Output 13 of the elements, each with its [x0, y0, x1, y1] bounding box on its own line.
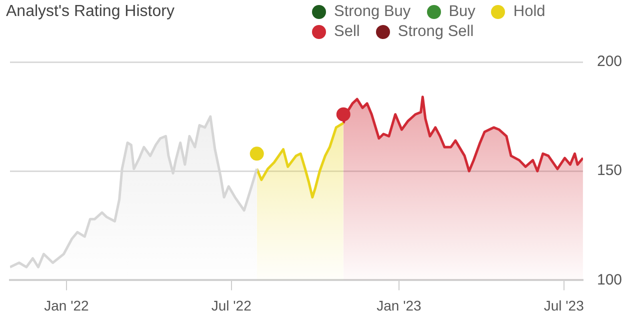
legend-label: Sell — [334, 22, 360, 42]
legend-label: Buy — [448, 2, 476, 22]
y-tick-label: 100 — [596, 271, 622, 288]
legend-label: Hold — [513, 2, 546, 22]
x-tick-label: Jul '23 — [544, 297, 584, 314]
legend-label: Strong Sell — [398, 22, 474, 42]
chart-title: Analyst's Rating History — [6, 3, 174, 21]
y-tick-label: 150 — [596, 162, 622, 180]
y-tick-label: 200 — [596, 53, 622, 70]
x-tick-label: Jul '22 — [211, 297, 252, 314]
x-tick-label: Jan '22 — [44, 297, 90, 314]
x-tick-label: Jan '23 — [376, 297, 422, 314]
legend-label: Strong Buy — [334, 2, 411, 22]
